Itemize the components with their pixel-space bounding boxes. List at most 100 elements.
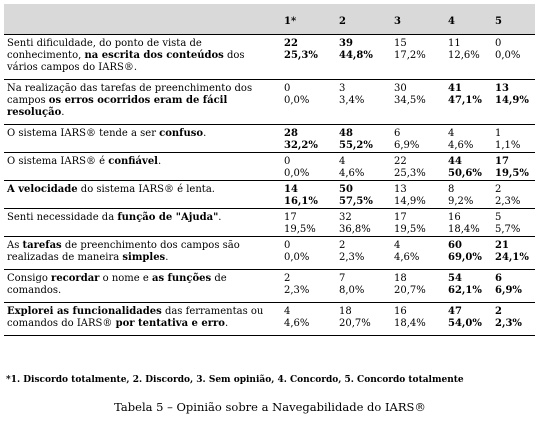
response-count: 16 (448, 211, 461, 223)
response-percent: 19,5% (495, 167, 529, 179)
response-cell: 41 47,1% (445, 79, 492, 124)
response-percent: 20,7% (339, 317, 371, 329)
statement-text: dos vários campos do IARS®. (7, 49, 245, 73)
statement-cell: O sistema IARS® é confiável. (4, 152, 281, 180)
statement-text: tarefas (22, 239, 62, 251)
statement-cell: Explorei as funcionalidades das ferramen… (4, 302, 281, 335)
response-cell: 2 2,3% (492, 302, 535, 335)
statement-cell: Na realização das tarefas de preenchimen… (4, 79, 281, 124)
statement-text: função de "Ajuda" (117, 211, 219, 223)
statement-text: . (203, 127, 207, 139)
response-count: 13 (495, 82, 509, 94)
response-count: 13 (394, 183, 407, 195)
response-count: 2 (339, 239, 346, 251)
table-row: Na realização das tarefas de preenchimen… (4, 79, 535, 124)
response-percent: 2,3% (495, 195, 521, 207)
response-count: 16 (394, 305, 407, 317)
response-percent: 5,7% (495, 223, 521, 235)
table-row: Senti necessidade da função de "Ajuda". 1… (4, 208, 535, 236)
statement-text: de preenchimento dos campos são realizad… (7, 239, 240, 263)
statement-text: do sistema IARS® é lenta. (77, 183, 215, 195)
response-cell: 4 4,6% (391, 236, 445, 269)
response-cell: 0 0,0% (281, 152, 336, 180)
response-percent: 9,2% (448, 195, 474, 207)
response-cell: 2 2,3% (336, 236, 391, 269)
response-percent: 14,9% (394, 195, 426, 207)
response-percent: 19,5% (284, 223, 316, 235)
response-percent: 6,9% (495, 284, 522, 296)
statement-text: Senti dificuldade, do ponto de vista de … (7, 37, 202, 61)
response-percent: 8,0% (339, 284, 365, 296)
response-cell: 22 25,3% (281, 34, 336, 79)
response-cell: 28 32,2% (281, 124, 336, 152)
response-cell: 4 4,6% (281, 302, 336, 335)
table-row: O sistema IARS® é confiável. 0 0,0% 4 4,6% 22… (4, 152, 535, 180)
statement-text: as funções (151, 272, 212, 284)
response-cell: 16 18,4% (445, 208, 492, 236)
response-percent: 62,1% (448, 284, 482, 296)
table-body: Senti dificuldade, do ponto de vista de … (4, 34, 535, 335)
response-cell: 13 14,9% (391, 180, 445, 208)
response-count: 39 (339, 37, 353, 49)
response-cell: 22 25,3% (391, 152, 445, 180)
response-percent: 1,1% (495, 139, 521, 151)
response-cell: 14 16,1% (281, 180, 336, 208)
response-count: 4 (448, 127, 455, 139)
response-count: 17 (495, 155, 509, 167)
response-cell: 47 54,0% (445, 302, 492, 335)
response-count: 30 (394, 82, 407, 94)
response-count: 2 (284, 272, 291, 284)
table-row: O sistema IARS® tende a ser confuso. 28 32… (4, 124, 535, 152)
response-percent: 34,5% (394, 94, 426, 106)
response-percent: 54,0% (448, 317, 482, 329)
table-footnote: *1. Discordo totalmente, 2. Discordo, 3.… (6, 375, 464, 385)
response-cell: 2 2,3% (281, 269, 336, 302)
statement-text: . (158, 155, 162, 167)
response-count: 2 (495, 183, 502, 195)
response-cell: 48 55,2% (336, 124, 391, 152)
response-count: 6 (495, 272, 502, 284)
response-count: 50 (339, 183, 353, 195)
response-percent: 4,6% (284, 317, 310, 329)
response-cell: 4 4,6% (336, 152, 391, 180)
header-col-3: 3 (394, 16, 401, 27)
response-percent: 25,3% (284, 49, 318, 61)
response-count: 41 (448, 82, 462, 94)
response-count: 21 (495, 239, 509, 251)
response-count: 8 (448, 183, 455, 195)
response-count: 17 (394, 211, 407, 223)
statement-text: por tentativa e erro (115, 317, 225, 329)
response-cell: 3 3,4% (336, 79, 391, 124)
table-row: As tarefas de preenchimento dos campos s… (4, 236, 535, 269)
statement-text: confiável (108, 155, 158, 167)
response-count: 0 (284, 82, 291, 94)
response-percent: 44,8% (339, 49, 373, 61)
response-cell: 6 6,9% (391, 124, 445, 152)
response-percent: 2,3% (339, 251, 365, 263)
navigability-table: 1* 2 3 4 5 Senti dificuldade, do ponto d… (4, 4, 535, 336)
response-cell: 11 12,6% (445, 34, 492, 79)
navigability-table-container: 1* 2 3 4 5 Senti dificuldade, do ponto d… (4, 4, 535, 336)
response-percent: 17,2% (394, 49, 426, 61)
statement-text: das ferramentas ou comandos do IARS® (7, 305, 264, 329)
response-count: 6 (394, 127, 401, 139)
statement-text: confuso (159, 127, 204, 139)
response-cell: 17 19,5% (281, 208, 336, 236)
statement-text: recordar (51, 272, 100, 284)
response-cell: 30 34,5% (391, 79, 445, 124)
statement-cell: Senti dificuldade, do ponto de vista de … (4, 34, 281, 79)
response-count: 3 (339, 82, 346, 94)
response-count: 4 (394, 239, 401, 251)
response-cell: 17 19,5% (492, 152, 535, 180)
response-count: 0 (284, 155, 291, 167)
response-count: 14 (284, 183, 298, 195)
response-percent: 3,4% (339, 94, 365, 106)
response-percent: 36,8% (339, 223, 371, 235)
response-count: 22 (284, 37, 298, 49)
response-cell: 6 6,9% (492, 269, 535, 302)
response-percent: 0,0% (284, 167, 310, 179)
response-percent: 20,7% (394, 284, 426, 296)
header-col-1: 1* (284, 16, 297, 27)
response-count: 60 (448, 239, 462, 251)
response-percent: 47,1% (448, 94, 482, 106)
